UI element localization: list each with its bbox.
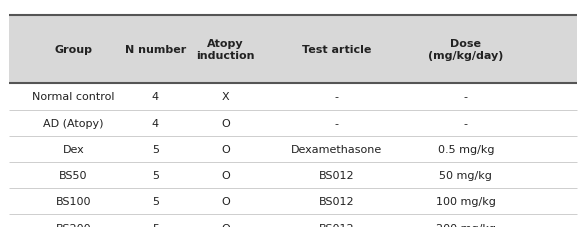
Text: -: - — [335, 118, 339, 128]
Text: BS012: BS012 — [319, 197, 355, 206]
Text: 0.5 mg/kg: 0.5 mg/kg — [438, 144, 494, 154]
Text: Normal control: Normal control — [32, 92, 114, 102]
Text: -: - — [464, 92, 468, 102]
Text: 4: 4 — [152, 118, 159, 128]
Text: BS012: BS012 — [319, 223, 355, 227]
Text: 5: 5 — [152, 144, 159, 154]
Text: 100 mg/kg: 100 mg/kg — [436, 197, 496, 206]
Text: -: - — [464, 118, 468, 128]
Text: O: O — [222, 197, 230, 206]
Text: -: - — [335, 92, 339, 102]
Text: 4: 4 — [152, 92, 159, 102]
Text: BS100: BS100 — [56, 197, 91, 206]
Text: O: O — [222, 118, 230, 128]
Text: BS200: BS200 — [56, 223, 91, 227]
Text: Group: Group — [54, 45, 92, 55]
Text: 5: 5 — [152, 197, 159, 206]
Text: 50 mg/kg: 50 mg/kg — [440, 170, 492, 180]
Text: O: O — [222, 170, 230, 180]
Text: 200 mg/kg: 200 mg/kg — [436, 223, 496, 227]
Text: Dexamethasone: Dexamethasone — [291, 144, 383, 154]
Text: O: O — [222, 144, 230, 154]
Text: Atopy
induction: Atopy induction — [196, 39, 255, 61]
Text: BS012: BS012 — [319, 170, 355, 180]
Text: N number: N number — [125, 45, 186, 55]
Text: 5: 5 — [152, 170, 159, 180]
Text: BS50: BS50 — [59, 170, 87, 180]
Text: Dose
(mg/kg/day): Dose (mg/kg/day) — [428, 39, 503, 61]
Text: Dex: Dex — [62, 144, 84, 154]
Text: Test article: Test article — [302, 45, 372, 55]
Text: O: O — [222, 223, 230, 227]
Bar — [9, 16, 577, 84]
Text: 5: 5 — [152, 223, 159, 227]
Text: X: X — [222, 92, 230, 102]
Text: AD (Atopy): AD (Atopy) — [43, 118, 104, 128]
